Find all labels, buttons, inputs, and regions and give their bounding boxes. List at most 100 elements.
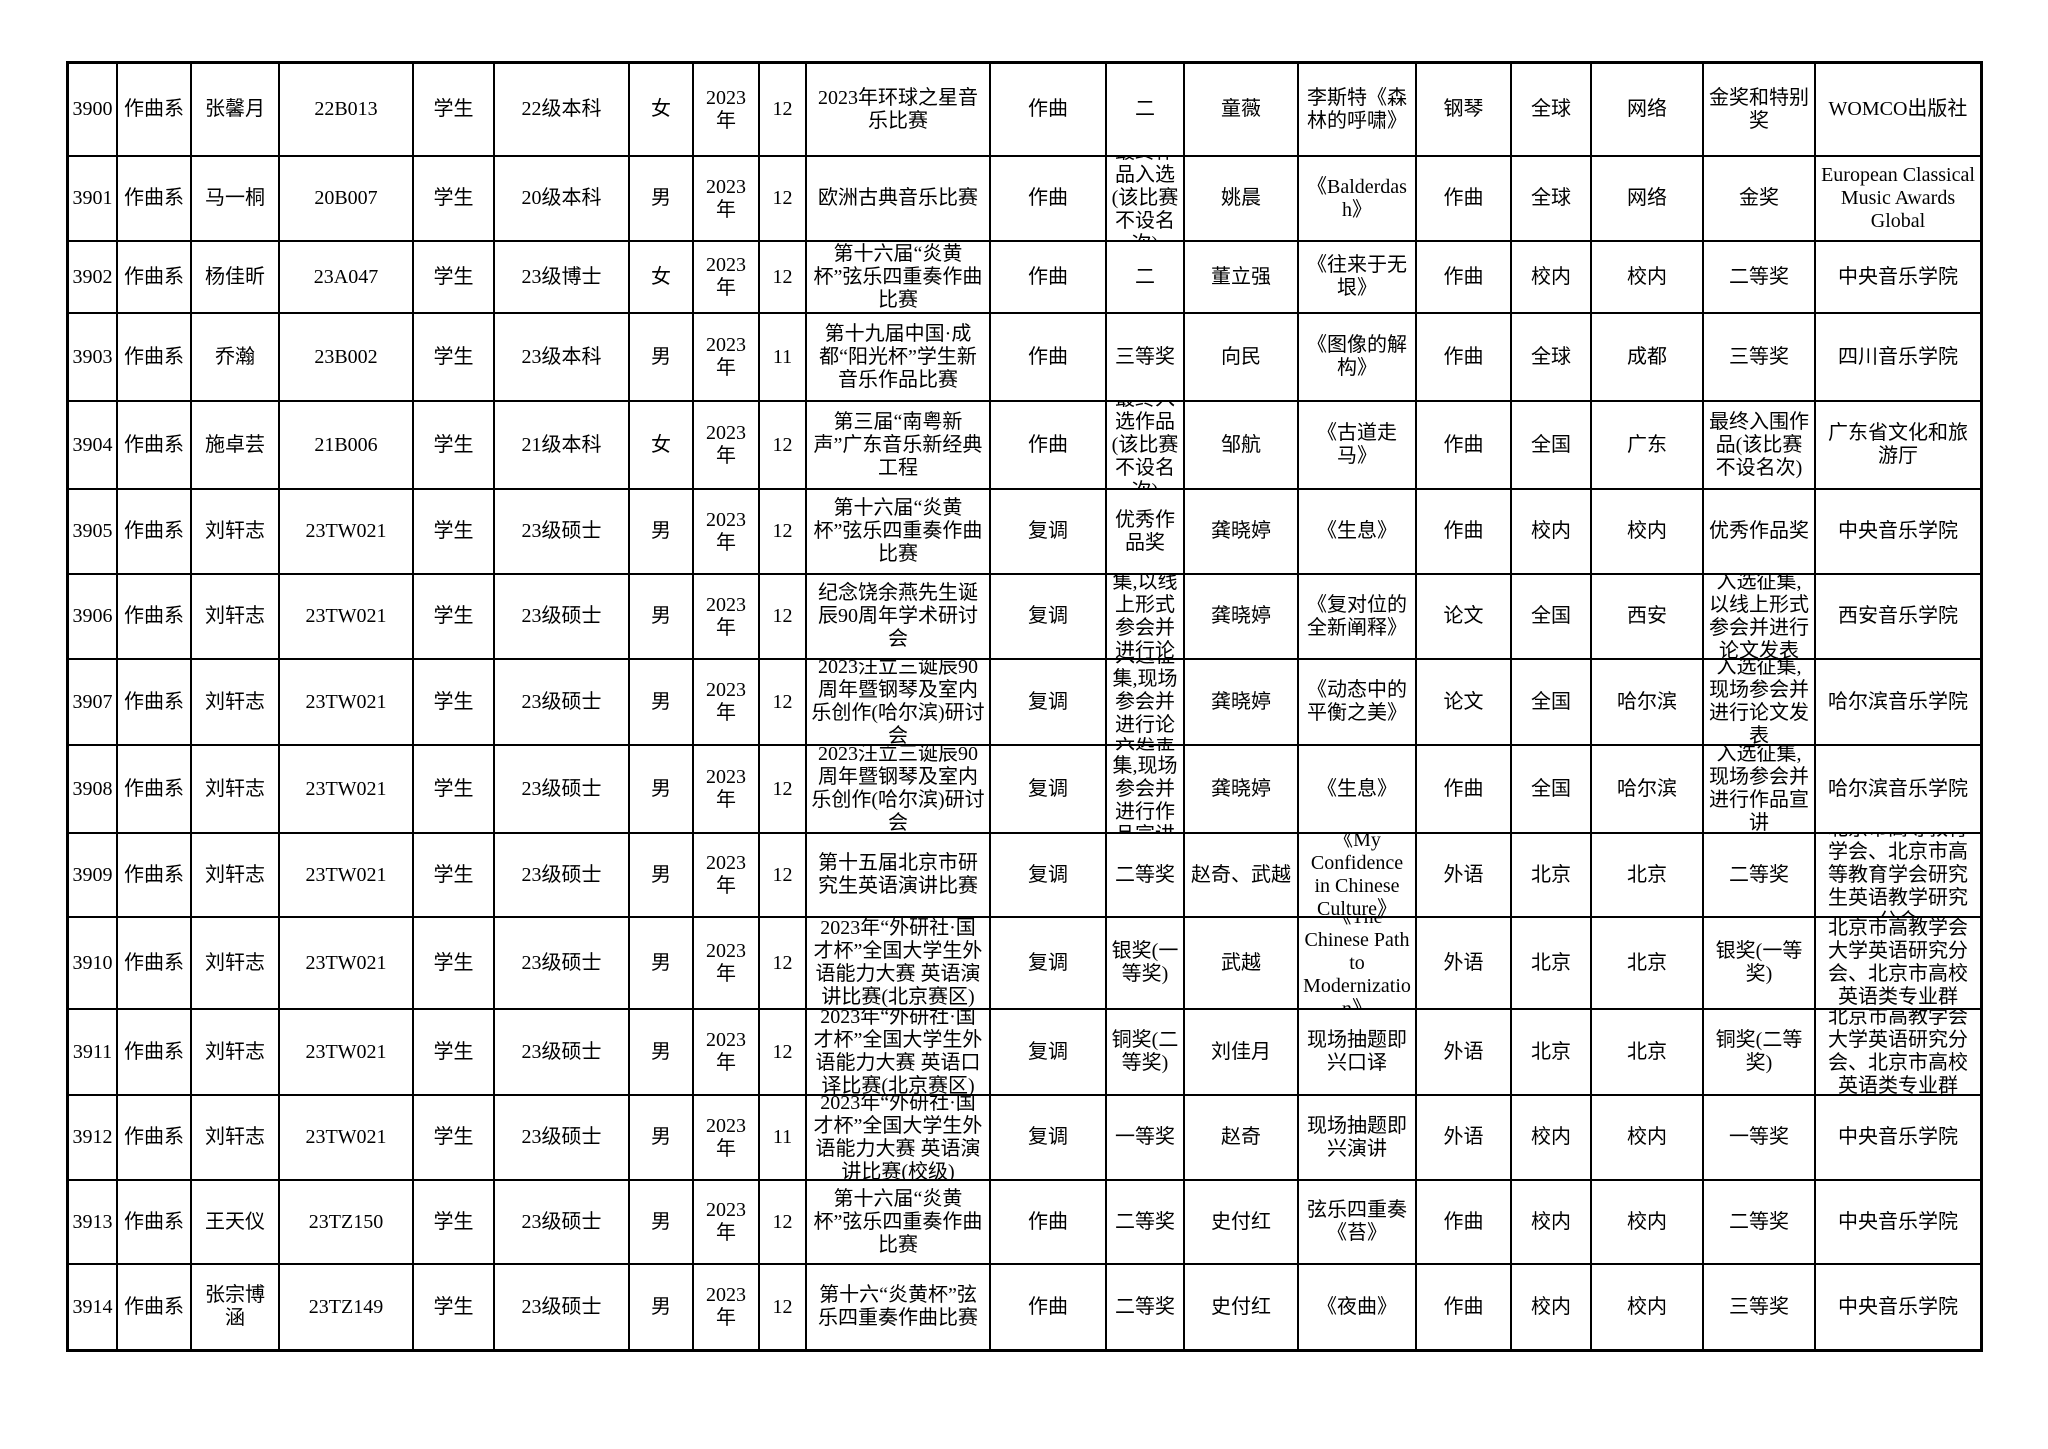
location-text: 哈尔滨 [1617,777,1677,800]
work-title-cell: 《生息》 [1299,746,1417,834]
competition-name-cell: 2023汪立三诞辰90周年暨钢琴及室内乐创作(哈尔滨)研讨会 [807,746,991,834]
award-level-cell: 二等奖 [1704,242,1816,314]
month-cell: 12 [760,1010,807,1096]
student-id-cell: 23TW021 [280,834,414,918]
gender-cell: 男 [630,314,694,402]
scope-cell: 校内 [1512,490,1592,575]
student-name-cell: 王天仪 [192,1181,280,1265]
teaching-unit-text: 复调 [1028,777,1068,800]
scope-cell: 全国 [1512,746,1592,834]
award-level-text: 银奖(一等奖) [1715,940,1803,985]
category-cell: 作曲 [1417,490,1512,575]
award-text: 入选征集,现场参会并进行论文发表 [1112,660,1178,744]
advisor-cell: 邹航 [1185,402,1299,490]
award-level-cell: 二等奖 [1704,1181,1816,1265]
month-text: 12 [772,520,793,542]
teaching-unit-text: 复调 [1028,1040,1068,1063]
row-id-cell: 3909 [69,834,118,918]
student-name-text: 刘轩志 [205,690,265,713]
competition-name-cell: 第三届“南粤新声”广东音乐新经典工程 [807,402,991,490]
student-id-cell: 23TW021 [280,1010,414,1096]
student-name-cell: 张宗博涵 [192,1265,280,1349]
student-id-text: 23TW021 [305,1040,387,1063]
work-title-cell: 现场抽题即兴演讲 [1299,1096,1417,1181]
student-name-text: 刘轩志 [205,863,265,886]
work-title-text: 《夜曲》 [1317,1295,1397,1318]
month-cell: 12 [760,490,807,575]
role-cell: 学生 [414,64,495,157]
work-title-text: 《Balderdash》 [1307,175,1407,221]
organizer-cell: 哈尔滨音乐学院 [1816,660,1980,746]
gender-text: 男 [651,951,671,974]
category-cell: 作曲 [1417,242,1512,314]
award-cell: 入选征集,现场参会并进行作品宣讲 [1107,746,1185,834]
role-cell: 学生 [414,1265,495,1349]
work-title-text: 弦乐四重奏《苔》 [1307,1199,1407,1244]
row-id-text: 3909 [72,863,113,886]
role-cell: 学生 [414,157,495,242]
student-id-text: 23TW021 [305,605,387,627]
month-cell: 12 [760,834,807,918]
grade-cell: 21级本科 [495,402,630,490]
role-text: 学生 [433,1040,474,1063]
location-text: 校内 [1627,1295,1667,1318]
award-level-cell: 一等奖 [1704,1096,1816,1181]
row-id-cell: 3901 [69,157,118,242]
award-text: 二 [1135,98,1155,120]
category-cell: 外语 [1417,918,1512,1010]
grade-text: 20级本科 [521,187,602,209]
teaching-unit-text: 复调 [1028,863,1068,886]
location-cell: 广东 [1592,402,1704,490]
month-cell: 12 [760,1265,807,1349]
gender-cell: 女 [630,64,694,157]
teaching-unit-cell: 复调 [991,660,1107,746]
competition-name-text: 第十五届北京市研究生英语演讲比赛 [818,852,978,897]
year-cell: 2023年 [694,575,760,660]
student-id-cell: 23TW021 [280,918,414,1010]
competition-name-cell: 纪念饶余燕先生诞辰90周年学术研讨会 [807,575,991,660]
student-name-text: 刘轩志 [205,520,265,542]
award-cell: 二等奖 [1107,1181,1185,1265]
department-cell: 作曲系 [118,1010,192,1096]
student-name-cell: 刘轩志 [192,834,280,918]
teaching-unit-text: 复调 [1028,520,1068,542]
competition-name-cell: 第十六“炎黄杯”弦乐四重奏作曲比赛 [807,1265,991,1349]
organizer-text: 中央音乐学院 [1838,1295,1958,1318]
organizer-text: 哈尔滨音乐学院 [1828,690,1968,713]
department-cell: 作曲系 [118,157,192,242]
role-text: 学生 [433,777,474,800]
scope-cell: 全国 [1512,660,1592,746]
table-row: 3906 作曲系 刘轩志 23TW021 学生 23级硕士 男 2023年 12 纪念饶余燕先生诞… [69,575,1980,660]
category-cell: 作曲 [1417,746,1512,834]
student-name-cell: 杨佳昕 [192,242,280,314]
department-cell: 作曲系 [118,242,192,314]
work-title-cell: 《古道走马》 [1299,402,1417,490]
competition-name-text: 2023汪立三诞辰90周年暨钢琴及室内乐创作(哈尔滨)研讨会 [811,746,985,834]
month-text: 12 [772,265,793,288]
work-title-text: 《复对位的全新阐释》 [1307,593,1407,639]
award-text: 三等奖 [1115,345,1175,368]
category-cell: 论文 [1417,575,1512,660]
location-cell: 西安 [1592,575,1704,660]
department-text: 作曲系 [124,345,184,368]
competition-name-cell: 2023年“外研社·国才杯”全国大学生外语能力大赛 英语口译比赛(北京赛区) [807,1010,991,1096]
department-text: 作曲系 [124,265,184,288]
gender-text: 男 [651,863,671,886]
organizer-text: 中央音乐学院 [1838,1210,1958,1233]
award-cell: 二 [1107,64,1185,157]
student-name-text: 乔瀚 [215,345,255,368]
row-id-cell: 3911 [69,1010,118,1096]
competition-name-cell: 第十六届“炎黄杯”弦乐四重奏作曲比赛 [807,242,991,314]
organizer-cell: WOMCO出版社 [1816,64,1980,157]
month-cell: 12 [760,242,807,314]
student-name-cell: 张馨月 [192,64,280,157]
department-cell: 作曲系 [118,490,192,575]
advisor-cell: 武越 [1185,918,1299,1010]
category-cell: 外语 [1417,1096,1512,1181]
location-text: 北京 [1627,1040,1667,1063]
award-level-cell: 三等奖 [1704,1265,1816,1349]
work-title-text: 现场抽题即兴演讲 [1307,1114,1407,1160]
gender-text: 女 [651,433,671,456]
year-text: 2023年 [706,852,746,897]
location-text: 网络 [1627,98,1667,120]
